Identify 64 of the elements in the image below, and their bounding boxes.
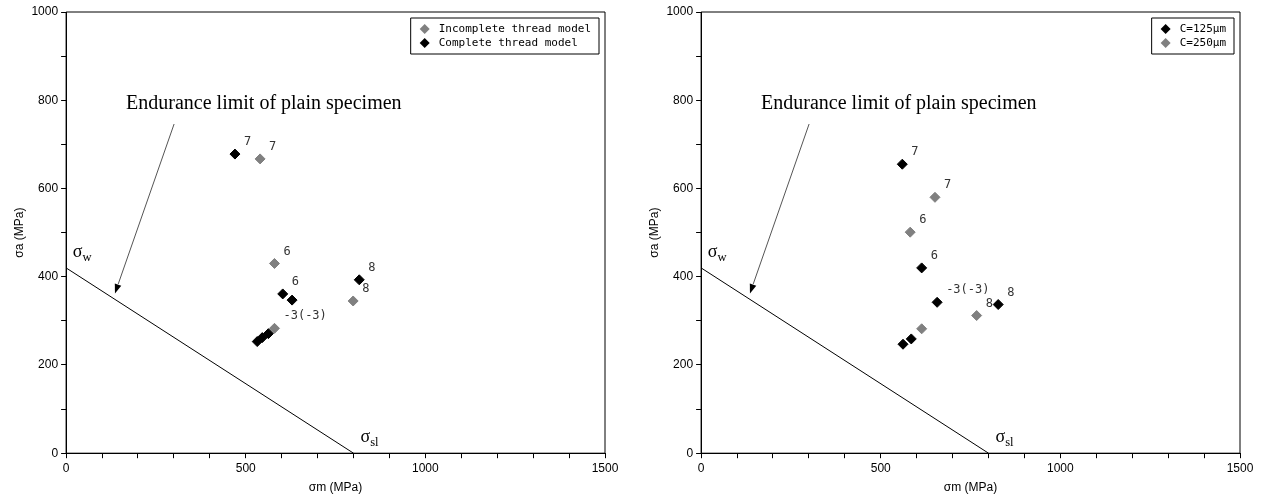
annotation: 7 [243,134,252,149]
point [916,262,928,274]
point [353,274,365,286]
x-tick-label: 0 [697,460,705,475]
x-tick-label: 500 [870,460,892,475]
point [896,158,908,170]
point [262,328,274,340]
y-tick-label: 400 [38,269,59,284]
legend-label: C=125μm [1179,21,1227,35]
point [347,295,359,307]
annotation: 6 [283,243,291,258]
point [277,288,289,300]
legend-label: C=250μm [1179,35,1227,49]
y-tick-label: 1000 [666,4,694,19]
y-tick-label: 0 [51,445,59,460]
point [254,153,266,165]
point [905,333,917,345]
annotation: -3(-3) [946,282,990,297]
legend-label: Incomplete thread model [438,21,592,35]
point [286,294,298,306]
point [268,257,280,269]
point [916,323,928,335]
annotation: 6 [291,274,299,289]
point [904,226,916,238]
y-tick-label: 600 [673,180,694,195]
y-tick-label: 600 [38,180,59,195]
y-tick-label: 0 [686,445,694,460]
point [897,338,909,350]
x-axis-title: σm (MPa) [943,480,998,495]
annotation: 6 [930,248,938,263]
x-tick-label: 1500 [591,460,619,475]
y-tick-label: 1000 [31,4,59,19]
x-tick-label: 1500 [1226,460,1254,475]
annotation: 7 [943,177,952,192]
y-axis-title: σa (MPa) [646,207,661,258]
point [931,296,943,308]
annotation: Endurance limit of plain specimen [761,91,1037,115]
annotation: 8 [368,259,376,274]
annotation: 7 [269,139,277,154]
legend-label: Complete thread model [438,35,578,49]
y-tick-label: 800 [38,92,59,107]
y-tick-label: 400 [673,269,694,284]
annotation: -3(-3) [283,308,327,323]
point [929,191,941,203]
x-axis-title: σm (MPa) [308,480,363,495]
y-axis-title: σa (MPa) [11,207,26,258]
point [256,332,268,344]
x-tick-label: 1000 [1047,460,1075,475]
annotation: 6 [919,212,927,227]
x-tick-label: 0 [62,460,70,475]
y-tick-label: 200 [673,357,694,372]
point [268,322,280,334]
point [229,148,241,160]
point [971,310,983,322]
point [992,299,1004,311]
x-tick-label: 500 [235,460,257,475]
y-tick-label: 800 [673,92,694,107]
annotation: Endurance limit of plain specimen [126,91,402,115]
annotation: 8 [362,281,370,296]
x-tick-label: 1000 [412,460,440,475]
y-tick-label: 200 [38,357,59,372]
annotation: 8 [1007,284,1015,299]
annotation: 7 [911,144,919,159]
annotation: 8 [985,295,993,310]
